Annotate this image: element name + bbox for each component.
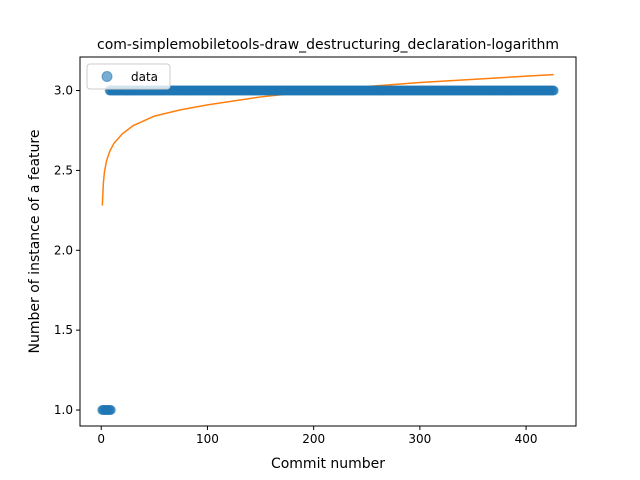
x-axis-ticks: 0 100 200 300 400	[97, 426, 538, 446]
legend-label-data: data	[131, 70, 158, 84]
x-tick-label: 100	[196, 432, 219, 446]
x-tick-label: 0	[97, 432, 105, 446]
fit-line-layer	[101, 73, 554, 206]
x-axis-label: Commit number	[271, 456, 385, 472]
plot-area	[80, 57, 576, 426]
x-tick-label: 400	[515, 432, 538, 446]
plot-frame	[79, 56, 577, 427]
y-tick-label: 1.5	[54, 323, 73, 337]
y-tick-label: 3.0	[54, 84, 73, 98]
legend-marker-data	[101, 71, 113, 82]
data-point	[548, 85, 559, 96]
chart-title: com-simplemobiletools-draw_destructuring…	[97, 37, 559, 53]
data-point	[105, 405, 116, 416]
x-tick-label: 200	[302, 432, 325, 446]
y-tick-label: 2.5	[54, 163, 73, 177]
y-axis-ticks: 1.0 1.5 2.0 2.5 3.0	[54, 84, 80, 417]
y-axis-label: Number of instance of a feature	[27, 130, 43, 354]
legend-box	[86, 63, 171, 90]
x-tick-label: 300	[408, 432, 431, 446]
legend: data	[86, 63, 171, 90]
y-tick-label: 1.0	[54, 403, 73, 417]
logarithmic-fit-line	[101, 73, 554, 206]
y-tick-label: 2.0	[54, 243, 73, 257]
